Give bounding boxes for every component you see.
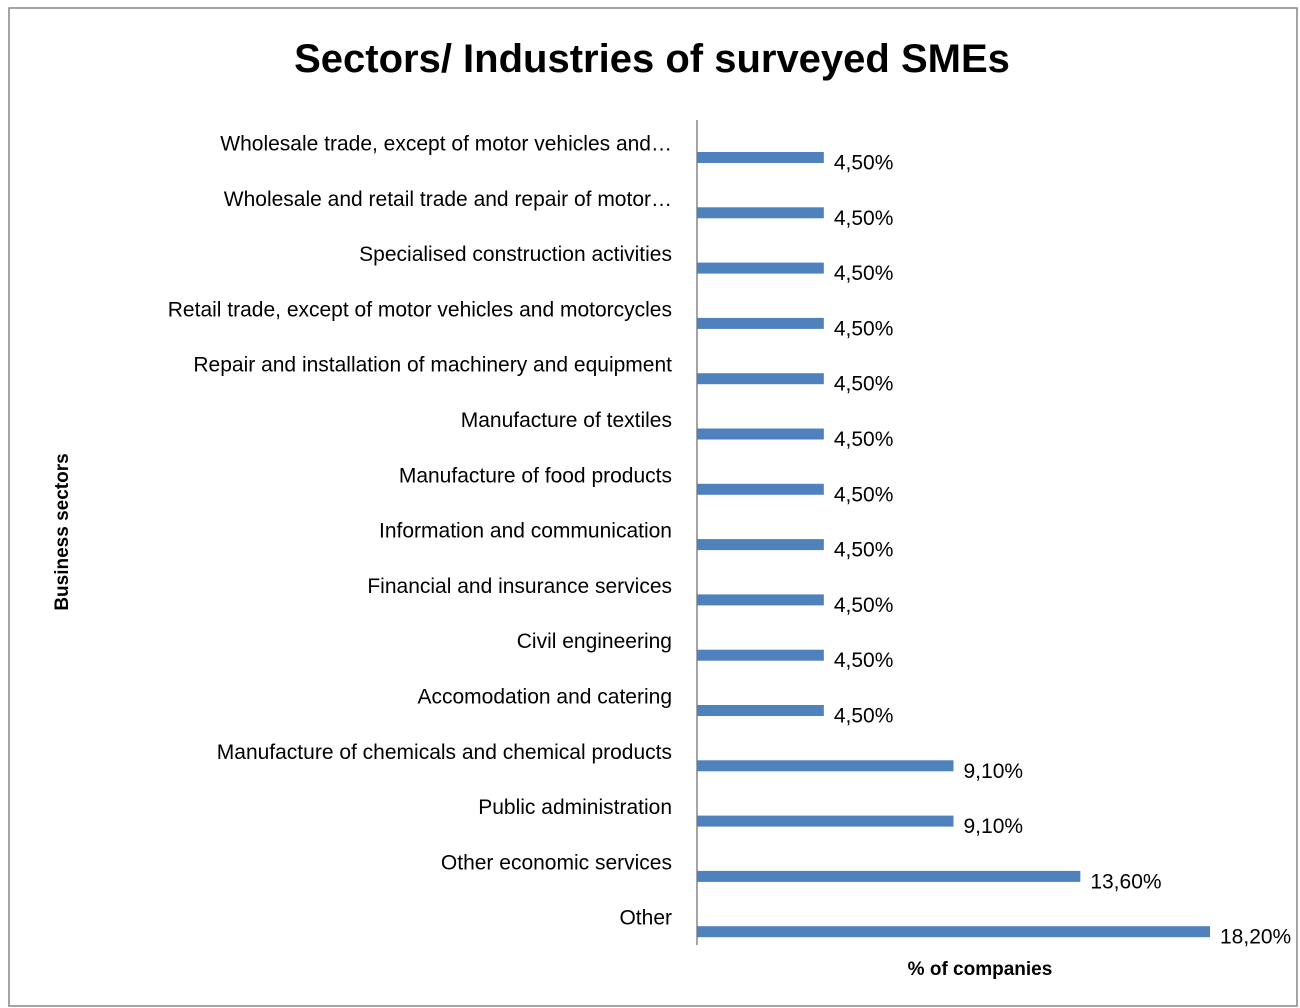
data-label: 4,50% bbox=[834, 539, 894, 562]
bar bbox=[697, 428, 824, 440]
category-label: Repair and installation of machinery and… bbox=[193, 354, 672, 377]
bar bbox=[697, 262, 824, 274]
category-label: Manufacture of chemicals and chemical pr… bbox=[217, 741, 672, 764]
category-label: Accomodation and catering bbox=[418, 686, 673, 709]
data-label: 4,50% bbox=[834, 262, 894, 285]
data-label: 4,50% bbox=[834, 152, 894, 175]
data-label: 13,60% bbox=[1090, 870, 1161, 893]
category-label: Manufacture of textiles bbox=[461, 409, 672, 432]
data-labels: 4,50% 4,50% 4,50% 4,50% 4,50% 4,50% 4,50% 4,50%… bbox=[834, 152, 1291, 949]
bar bbox=[697, 870, 1081, 882]
category-label: Manufacture of food products bbox=[399, 464, 672, 487]
bar bbox=[697, 373, 824, 385]
category-label: Retail trade, except of motor vehicles a… bbox=[168, 298, 672, 321]
bar bbox=[697, 926, 1210, 938]
x-axis-title: % of companies bbox=[908, 959, 1053, 980]
category-label: Financial and insurance services bbox=[367, 575, 672, 598]
data-label: 4,50% bbox=[834, 649, 894, 672]
category-label: Wholesale and retail trade and repair of… bbox=[224, 188, 672, 211]
bar bbox=[697, 317, 824, 329]
y-axis-title: Business sectors bbox=[52, 453, 73, 610]
data-label: 4,50% bbox=[834, 207, 894, 230]
bar bbox=[697, 152, 824, 163]
data-label: 4,50% bbox=[834, 428, 894, 451]
bar bbox=[697, 594, 824, 606]
chart-border bbox=[8, 7, 1298, 1007]
data-label: 9,10% bbox=[964, 815, 1024, 838]
chart-title: Sectors/ Industries of surveyed SMEs bbox=[294, 37, 1010, 81]
bar bbox=[697, 483, 824, 495]
category-label: Information and communication bbox=[379, 520, 672, 543]
category-label: Public administration bbox=[478, 796, 672, 819]
bar bbox=[697, 815, 954, 827]
category-label: Wholesale trade, except of motor vehicle… bbox=[220, 133, 672, 156]
data-label: 4,50% bbox=[834, 594, 894, 617]
data-label: 4,50% bbox=[834, 317, 894, 340]
bar bbox=[697, 649, 824, 661]
data-label: 9,10% bbox=[964, 760, 1024, 783]
bar bbox=[697, 705, 824, 716]
category-label: Civil engineering bbox=[517, 630, 672, 653]
data-label: 4,50% bbox=[834, 373, 894, 396]
category-labels: Wholesale trade, except of motor vehicle… bbox=[168, 133, 672, 930]
data-label: 4,50% bbox=[834, 483, 894, 506]
category-label: Other bbox=[619, 907, 672, 930]
category-label: Specialised construction activities bbox=[359, 243, 672, 266]
data-label: 18,20% bbox=[1220, 926, 1291, 949]
bar bbox=[697, 207, 824, 219]
bar bbox=[697, 539, 824, 551]
data-label: 4,50% bbox=[834, 705, 894, 728]
bar bbox=[697, 760, 954, 772]
category-label: Other economic services bbox=[441, 851, 672, 874]
bars bbox=[697, 152, 1210, 938]
